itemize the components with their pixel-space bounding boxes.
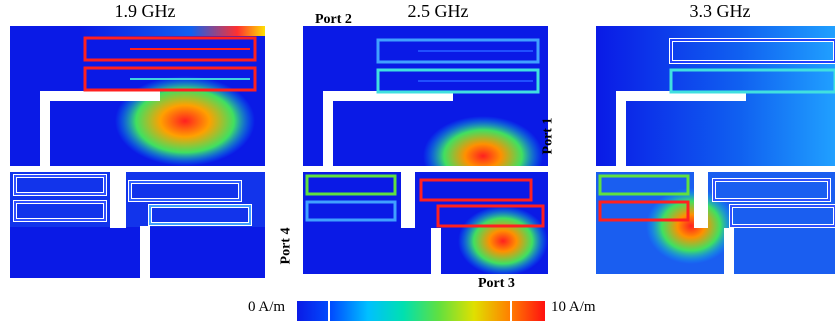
current-distribution-panel-3 [596,26,835,274]
meander-line-1 [376,38,540,64]
meander-line-4 [305,200,397,222]
frequency-title-2: 2.5 GHz [407,1,469,21]
meander-line-2 [83,66,257,92]
lower-hotspot [458,206,548,274]
port-3-label: Port 3 [478,276,515,291]
meander-line-2 [669,68,835,94]
meander-line-3 [598,174,690,196]
center-gap [110,172,126,228]
slot [616,91,746,166]
slot [40,91,160,166]
meander-line-3 [305,174,397,196]
port-1-label: Port 1 [540,117,556,155]
meander-line-1 [83,36,257,62]
frequency-title-1: 1.9 GHz [114,1,176,21]
port-2-label: Port 2 [315,12,352,27]
colorbar-gradient [297,301,545,321]
colorbar-min-label: 0 A/m [248,299,286,315]
lower-slot [140,226,150,278]
meander-line-6 [436,204,545,228]
meander-line-4 [598,200,690,222]
colorbar-max-label: 10 A/m [551,299,596,315]
colorbar [297,301,545,321]
port-4-label: Port 4 [278,227,294,265]
meander-line-5 [419,178,533,202]
gap [10,166,265,172]
current-hotspot [646,188,736,264]
frequency-title-3: 3.3 GHz [689,1,751,21]
current-distribution-panel-2 [303,26,548,274]
slot [323,91,453,166]
meander-line-2 [376,68,540,94]
current-distribution-panel-1 [10,26,265,278]
top-edge-hotspot [80,26,265,36]
